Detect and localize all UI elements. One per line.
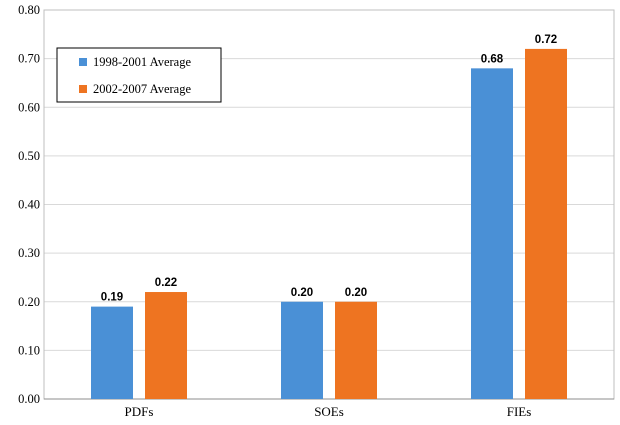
- y-tick-label: 0.00: [18, 392, 40, 406]
- x-tick-label: PDFs: [125, 404, 154, 419]
- bar-soes-series-1: [281, 301, 323, 399]
- data-label: 0.20: [345, 287, 367, 299]
- y-tick-label: 0.10: [18, 343, 40, 357]
- legend-swatch: [79, 58, 87, 66]
- bar-pdfs-series-1: [91, 306, 133, 399]
- data-label: 0.20: [291, 287, 313, 299]
- bar-fies-series-1: [471, 68, 513, 399]
- data-label: 0.72: [535, 34, 557, 46]
- bar-pdfs-series-2: [145, 292, 187, 399]
- bars: [91, 48, 567, 400]
- bar-fies-series-2: [525, 48, 567, 400]
- data-label: 0.22: [155, 277, 177, 289]
- y-tick-label: 0.70: [18, 52, 40, 66]
- x-tick-label: FIEs: [507, 404, 532, 419]
- y-tick-label: 0.80: [18, 3, 40, 17]
- legend-swatch: [79, 85, 87, 93]
- y-tick-label: 0.40: [18, 198, 40, 212]
- axes: 0.00 0.10 0.20 0.30 0.40 0.50 0.60 0.70 0.80 PDFs…: [18, 3, 615, 419]
- y-tick-label: 0.30: [18, 246, 40, 260]
- legend-label: 1998-2001 Average: [93, 55, 191, 69]
- y-tick-label: 0.60: [18, 100, 40, 114]
- x-tick-label: SOEs: [314, 404, 344, 419]
- legend: 1998-2001 Average 2002-2007 Average: [56, 47, 222, 103]
- data-label: 0.68: [481, 53, 504, 65]
- bar-soes-series-2: [335, 301, 377, 399]
- data-label: 0.19: [101, 292, 123, 304]
- y-tick-label: 0.20: [18, 295, 40, 309]
- y-tick-label: 0.50: [18, 149, 40, 163]
- data-labels: 0.19 0.22 0.20 0.20 0.68 0.72: [101, 34, 557, 304]
- legend-label: 2002-2007 Average: [93, 82, 191, 96]
